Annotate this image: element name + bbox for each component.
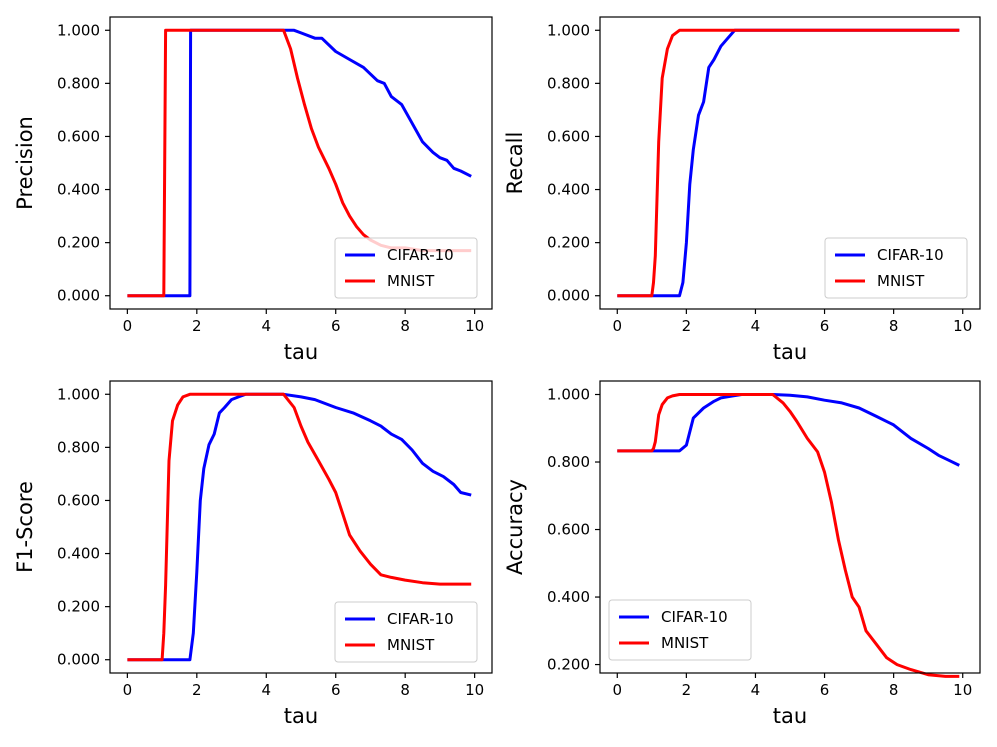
y-tick-label: 0.400 [547,181,590,199]
legend-label: MNIST [387,272,435,290]
x-axis-label: tau [773,340,807,364]
y-tick-label: 0.800 [57,438,100,456]
legend-box [334,601,478,663]
x-tick-label: 10 [465,317,484,335]
legend-label: MNIST [877,272,925,290]
legend: CIFAR-10 MNIST [608,599,752,661]
legend-box [824,237,968,299]
axes-frame [599,16,981,310]
legend-label: CIFAR-10 [387,246,454,264]
x-tick-label: 4 [261,317,271,335]
y-axis-label: F1-Score [13,481,37,573]
y-tick-label: 0.200 [57,234,100,252]
x-tick-label: 6 [820,317,830,335]
x-tick-label: 4 [751,317,761,335]
y-tick-label: 0.000 [547,287,590,305]
axes-frame [109,380,493,674]
y-tick-label: 1.000 [547,386,590,404]
y-axis-label: Accuracy [503,479,527,575]
legend-label: MNIST [661,634,709,652]
y-axis-label: Recall [503,132,527,195]
legend-label: MNIST [387,636,435,654]
y-tick-label: 1.000 [57,21,100,39]
series-line-cifar-10 [617,28,960,298]
legend-label: CIFAR-10 [387,610,454,628]
series-group [617,28,960,298]
x-tick-label: 2 [682,317,692,335]
x-axis-label: tau [773,704,807,728]
x-tick-label: 8 [889,681,899,699]
y-tick-label: 0.800 [57,74,100,92]
y-tick-label: 1.000 [547,21,590,39]
axes-frame [599,380,981,674]
y-tick-label: 0.800 [547,74,590,92]
x-tick-label: 6 [820,681,830,699]
y-tick-label: 0.600 [547,521,590,539]
x-tick-label: 0 [123,317,133,335]
y-tick-label: 0.400 [547,588,590,606]
x-tick-label: 2 [682,681,692,699]
y-tick-label: 0.000 [57,651,100,669]
series-line-mnist [617,28,960,298]
subplot-2: 0 2 4 6 8 10 0.000 0.200 0.400 0.600 0.800 1.000 tau… [503,16,981,364]
x-tick-label: 8 [400,317,410,335]
y-tick-label: 0.200 [547,656,590,674]
x-tick-label: 0 [123,681,133,699]
x-tick-label: 10 [465,681,484,699]
y-tick-label: 0.400 [57,545,100,563]
x-tick-label: 0 [612,317,622,335]
y-tick-label: 0.000 [57,287,100,305]
x-axis-label: tau [284,340,318,364]
y-tick-label: 1.000 [57,385,100,403]
legend-label: CIFAR-10 [661,608,728,626]
x-tick-label: 10 [953,681,972,699]
subplot-1: 0 2 4 6 8 10 0.000 0.200 0.400 0.600 0.800 1.000 tau… [13,16,493,364]
legend: CIFAR-10 MNIST [334,601,478,663]
y-tick-label: 0.600 [57,127,100,145]
x-tick-label: 6 [331,317,341,335]
x-tick-label: 10 [953,317,972,335]
x-tick-label: 2 [192,681,202,699]
x-tick-label: 8 [400,681,410,699]
series-group [617,393,960,678]
x-tick-label: 4 [261,681,271,699]
subplot-4: 0 2 4 6 8 10 0.200 0.400 0.600 0.800 1.000 tau Accur… [503,380,981,728]
y-axis-label: Precision [13,116,37,210]
legend: CIFAR-10 MNIST [334,237,478,299]
x-tick-label: 8 [889,317,899,335]
legend-box [608,599,752,661]
series-line-cifar-10 [617,393,960,467]
y-tick-label: 0.400 [57,181,100,199]
y-tick-label: 0.200 [547,234,590,252]
y-tick-label: 0.800 [547,453,590,471]
x-tick-label: 4 [751,681,761,699]
x-tick-label: 2 [192,317,202,335]
legend-label: CIFAR-10 [877,246,944,264]
y-tick-label: 0.200 [57,598,100,616]
series-group [127,392,472,662]
legend: CIFAR-10 MNIST [824,237,968,299]
legend-box [334,237,478,299]
x-tick-label: 6 [331,681,341,699]
x-tick-label: 0 [612,681,622,699]
series-line-cifar-10 [127,392,472,662]
subplot-3: 0 2 4 6 8 10 0.000 0.200 0.400 0.600 0.800 1.000 tau… [13,380,493,728]
series-line-mnist [127,392,472,662]
y-tick-label: 0.600 [547,127,590,145]
axes-frame [109,16,493,310]
series-line-mnist [617,393,960,678]
y-tick-label: 0.600 [57,491,100,509]
x-axis-label: tau [284,704,318,728]
